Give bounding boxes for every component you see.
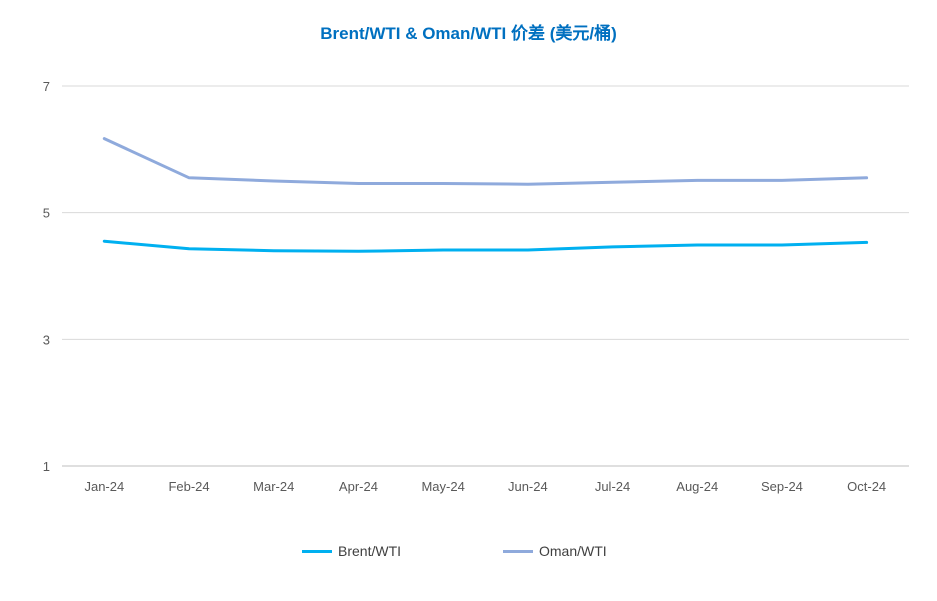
legend-label-brent: Brent/WTI (338, 543, 402, 559)
x-tick-label: Apr-24 (339, 479, 378, 494)
y-tick-label: 7 (43, 79, 50, 94)
y-tick-label: 1 (43, 459, 50, 474)
series-line-oman-wti (102, 137, 869, 186)
legend-swatch-brent (302, 549, 332, 553)
series-line-brent-wti (102, 239, 869, 253)
x-tick-label: Jan-24 (84, 479, 124, 494)
y-tick-label: 3 (43, 332, 50, 347)
x-tick-label: Aug-24 (676, 479, 718, 494)
x-tick-label: Mar-24 (253, 479, 294, 494)
x-tick-label: Feb-24 (168, 479, 209, 494)
legend-item-brent: Brent/WTI (302, 543, 401, 559)
x-tick-label: Oct-24 (847, 479, 886, 494)
legend-swatch-oman (503, 549, 533, 553)
chart-title: Brent/WTI & Oman/WTI 价差 (美元/桶) (320, 24, 617, 43)
legend-item-oman: Oman/WTI (503, 543, 607, 559)
legend-label-oman: Oman/WTI (539, 543, 607, 559)
x-tick-label: Sep-24 (761, 479, 803, 494)
x-tick-label: Jun-24 (508, 479, 548, 494)
x-tick-label: Jul-24 (595, 479, 630, 494)
y-tick-label: 5 (43, 206, 50, 221)
x-tick-label: May-24 (421, 479, 464, 494)
